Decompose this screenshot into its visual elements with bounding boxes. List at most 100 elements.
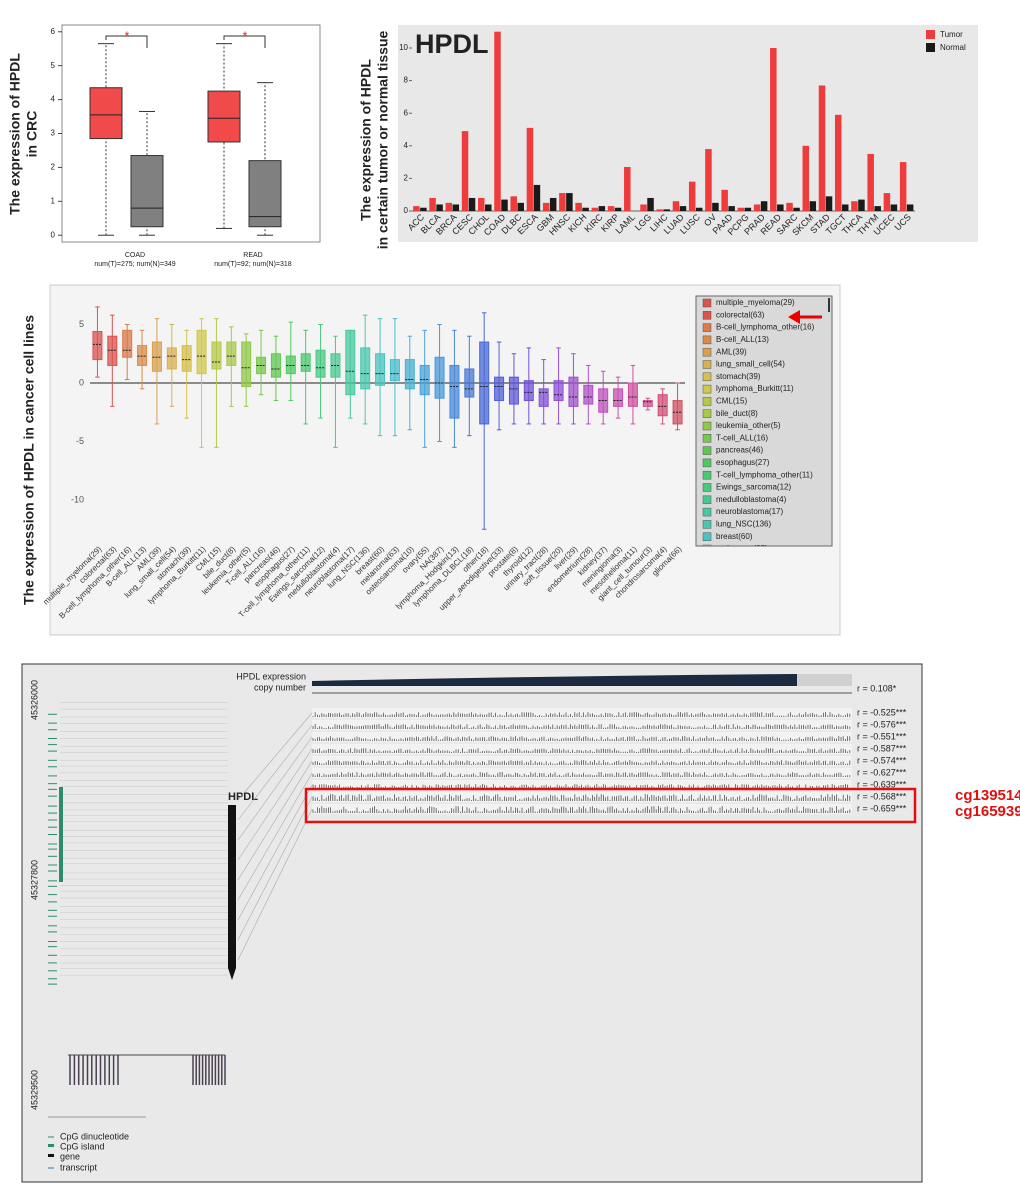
legend-label: leukemia_other(5): [716, 421, 781, 430]
panel-c-ylabel: The expression of HPDL in cancer cell li…: [21, 315, 37, 605]
bar: [478, 197, 485, 211]
box: [553, 380, 564, 402]
bar: [841, 204, 849, 211]
legend-swatch: [702, 544, 712, 546]
bar: [825, 196, 833, 211]
legend: multiple_myeloma(29) colorectal(63) B-cell…: [702, 298, 815, 553]
methylation-row: [312, 804, 852, 814]
legend-label: Ewings_sarcoma(12): [716, 483, 791, 492]
methylation-signal: [312, 794, 851, 801]
y-tick-label: 4: [404, 141, 409, 150]
legend-swatch: [702, 372, 712, 382]
legend-label: lung_small_cell(54): [716, 360, 785, 369]
legend-label: pancreas(46): [716, 446, 763, 455]
bar: [656, 209, 663, 211]
bar: [744, 207, 752, 211]
methylation-row: [312, 756, 852, 766]
box: [151, 341, 162, 372]
box: [613, 388, 624, 407]
significance-bracket: [223, 35, 266, 48]
bar: [906, 204, 914, 211]
bar: [867, 153, 874, 211]
bar: [510, 196, 517, 211]
bar: [834, 114, 842, 211]
y-tick-label: 10: [399, 43, 408, 52]
bar: [461, 131, 469, 211]
bar: [793, 207, 800, 211]
methylation-row: [312, 720, 852, 730]
bar: [575, 202, 582, 211]
coordinate-label: 45327800: [29, 860, 39, 900]
legend-swatch: [702, 323, 712, 332]
legend-label: T-cell_lymphoma_other(11): [716, 470, 813, 479]
y-tick-label: 3: [51, 129, 56, 138]
bar: [770, 48, 777, 211]
legend-swatch: [702, 347, 712, 357]
y-tick-label: 0: [79, 377, 84, 387]
methylation-signal: [312, 748, 851, 753]
box: [130, 155, 164, 228]
legend-swatch: [702, 311, 712, 320]
legend-swatch: [702, 384, 712, 394]
legend-label: CML(15): [716, 397, 747, 406]
legend-swatch: [48, 1154, 54, 1157]
legend-label: neuroblastoma(17): [716, 507, 783, 516]
box: [211, 341, 222, 370]
track-label: HPDL expression: [236, 671, 306, 681]
box: [226, 341, 237, 366]
bar: [647, 197, 654, 211]
legend-label: esophagus(27): [716, 458, 770, 467]
box: [92, 331, 103, 361]
legend-label: CpG dinucleotide: [60, 1131, 129, 1141]
panel-b-title: HPDL: [415, 29, 489, 59]
panel-b-ylabel: The expression of HPDL in certain tumor …: [358, 30, 391, 249]
box: [568, 376, 579, 407]
ylabel-line: The expression of HPDL: [7, 53, 23, 215]
bar: [777, 204, 784, 211]
bar: [598, 206, 606, 211]
probe-link: [237, 748, 313, 861]
y-tick-label: 4: [51, 95, 56, 104]
panel-a-ylabel: The expression of HPDL in CRC: [7, 53, 40, 215]
bar: [640, 204, 647, 211]
ylabel-line: in certain tumor or normal tissue: [375, 30, 391, 249]
box: [122, 329, 133, 358]
bar: [607, 206, 615, 211]
methylation-signal: [312, 806, 851, 813]
probe-link: [237, 760, 313, 881]
legend-swatch: [926, 43, 935, 52]
box: [657, 394, 668, 417]
box: [464, 368, 475, 398]
legend-label: Normal: [940, 43, 966, 52]
bar: [695, 207, 703, 211]
y-tick-label: 2: [51, 163, 56, 172]
box: [107, 335, 118, 366]
legend-label: transcript: [60, 1162, 98, 1172]
bar: [712, 202, 719, 211]
probe-link: [237, 736, 313, 841]
box: [627, 382, 638, 407]
legend-label: melanoma(63): [716, 544, 768, 553]
bar: [721, 189, 728, 211]
bar: [485, 204, 492, 211]
bar: [566, 193, 573, 211]
box: [434, 356, 445, 399]
y-tick-label: 6: [51, 27, 56, 36]
gene-body: [228, 805, 236, 980]
legend-swatch: [48, 1144, 54, 1147]
methylation-row: [312, 708, 852, 718]
bar: [737, 207, 745, 211]
box: [494, 376, 505, 402]
probe-link: [237, 796, 313, 941]
correlation-label: r = -0.639***: [857, 779, 907, 789]
box: [479, 341, 490, 425]
legend-swatch: [702, 483, 712, 492]
bar: [679, 206, 687, 211]
box: [523, 380, 534, 402]
bar: [858, 199, 865, 211]
bar: [445, 202, 453, 211]
bar: [494, 31, 501, 212]
x-tick-sublabel: num(T)=275; num(N)=349: [94, 261, 175, 268]
legend-label: AML(39): [716, 347, 747, 356]
